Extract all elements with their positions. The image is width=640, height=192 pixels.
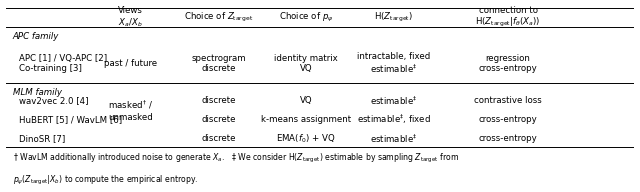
Text: HuBERT [5] / WavLM [6]: HuBERT [5] / WavLM [6] — [19, 115, 122, 124]
Text: masked$^{\dagger}$ /
unmasked: masked$^{\dagger}$ / unmasked — [108, 99, 153, 122]
Text: cross-entropy: cross-entropy — [479, 115, 538, 124]
Text: estimable$^{\ddagger}$: estimable$^{\ddagger}$ — [371, 133, 418, 145]
Text: discrete: discrete — [201, 96, 236, 105]
Text: estimable$^{\ddagger}$, fixed: estimable$^{\ddagger}$, fixed — [357, 113, 431, 127]
Text: $\mathrm{H}(Z_{\mathrm{target}})$: $\mathrm{H}(Z_{\mathrm{target}})$ — [374, 11, 413, 24]
Text: Choice of $p_{\psi}$: Choice of $p_{\psi}$ — [279, 11, 333, 24]
Text: Views
$X_a/X_b$: Views $X_a/X_b$ — [118, 6, 143, 29]
Text: contrastive loss: contrastive loss — [474, 96, 542, 105]
Text: Choice of $Z_{\mathrm{target}}$: Choice of $Z_{\mathrm{target}}$ — [184, 11, 253, 24]
Text: intractable, fixed
estimable$^{\ddagger}$: intractable, fixed estimable$^{\ddagger}… — [357, 52, 431, 75]
Text: MLM family: MLM family — [13, 88, 61, 97]
Text: VQ: VQ — [300, 96, 312, 105]
Text: spectrogram
discrete: spectrogram discrete — [191, 54, 246, 73]
Text: discrete: discrete — [201, 115, 236, 124]
Text: $\dagger$ WavLM additionally introduced noise to generate $X_a$.   $\ddagger$ We: $\dagger$ WavLM additionally introduced … — [13, 151, 459, 165]
Text: k-means assignment: k-means assignment — [261, 115, 351, 124]
Text: APC [1] / VQ-APC [2]
Co-training [3]: APC [1] / VQ-APC [2] Co-training [3] — [19, 54, 107, 73]
Text: $p_{\psi}(Z_{\mathrm{target}}|X_b)$ to compute the empirical entropy.: $p_{\psi}(Z_{\mathrm{target}}|X_b)$ to c… — [13, 174, 198, 187]
Text: identity matrix
VQ: identity matrix VQ — [275, 54, 338, 73]
Text: regression
cross-entropy: regression cross-entropy — [479, 54, 538, 73]
Text: estimable$^{\ddagger}$: estimable$^{\ddagger}$ — [371, 94, 418, 107]
Text: discrete: discrete — [201, 134, 236, 143]
Text: connection to
$\mathrm{H}(Z_{\mathrm{target}}|f_{\theta}(X_a))$: connection to $\mathrm{H}(Z_{\mathrm{tar… — [476, 6, 541, 29]
Text: past / future: past / future — [104, 59, 157, 68]
Text: wav2vec 2.0 [4]: wav2vec 2.0 [4] — [19, 96, 88, 105]
Text: APC family: APC family — [13, 32, 59, 41]
Text: $\mathrm{EMA}(f_0)$ + VQ: $\mathrm{EMA}(f_0)$ + VQ — [276, 132, 336, 145]
Text: cross-entropy: cross-entropy — [479, 134, 538, 143]
Text: DinoSR [7]: DinoSR [7] — [19, 134, 65, 143]
